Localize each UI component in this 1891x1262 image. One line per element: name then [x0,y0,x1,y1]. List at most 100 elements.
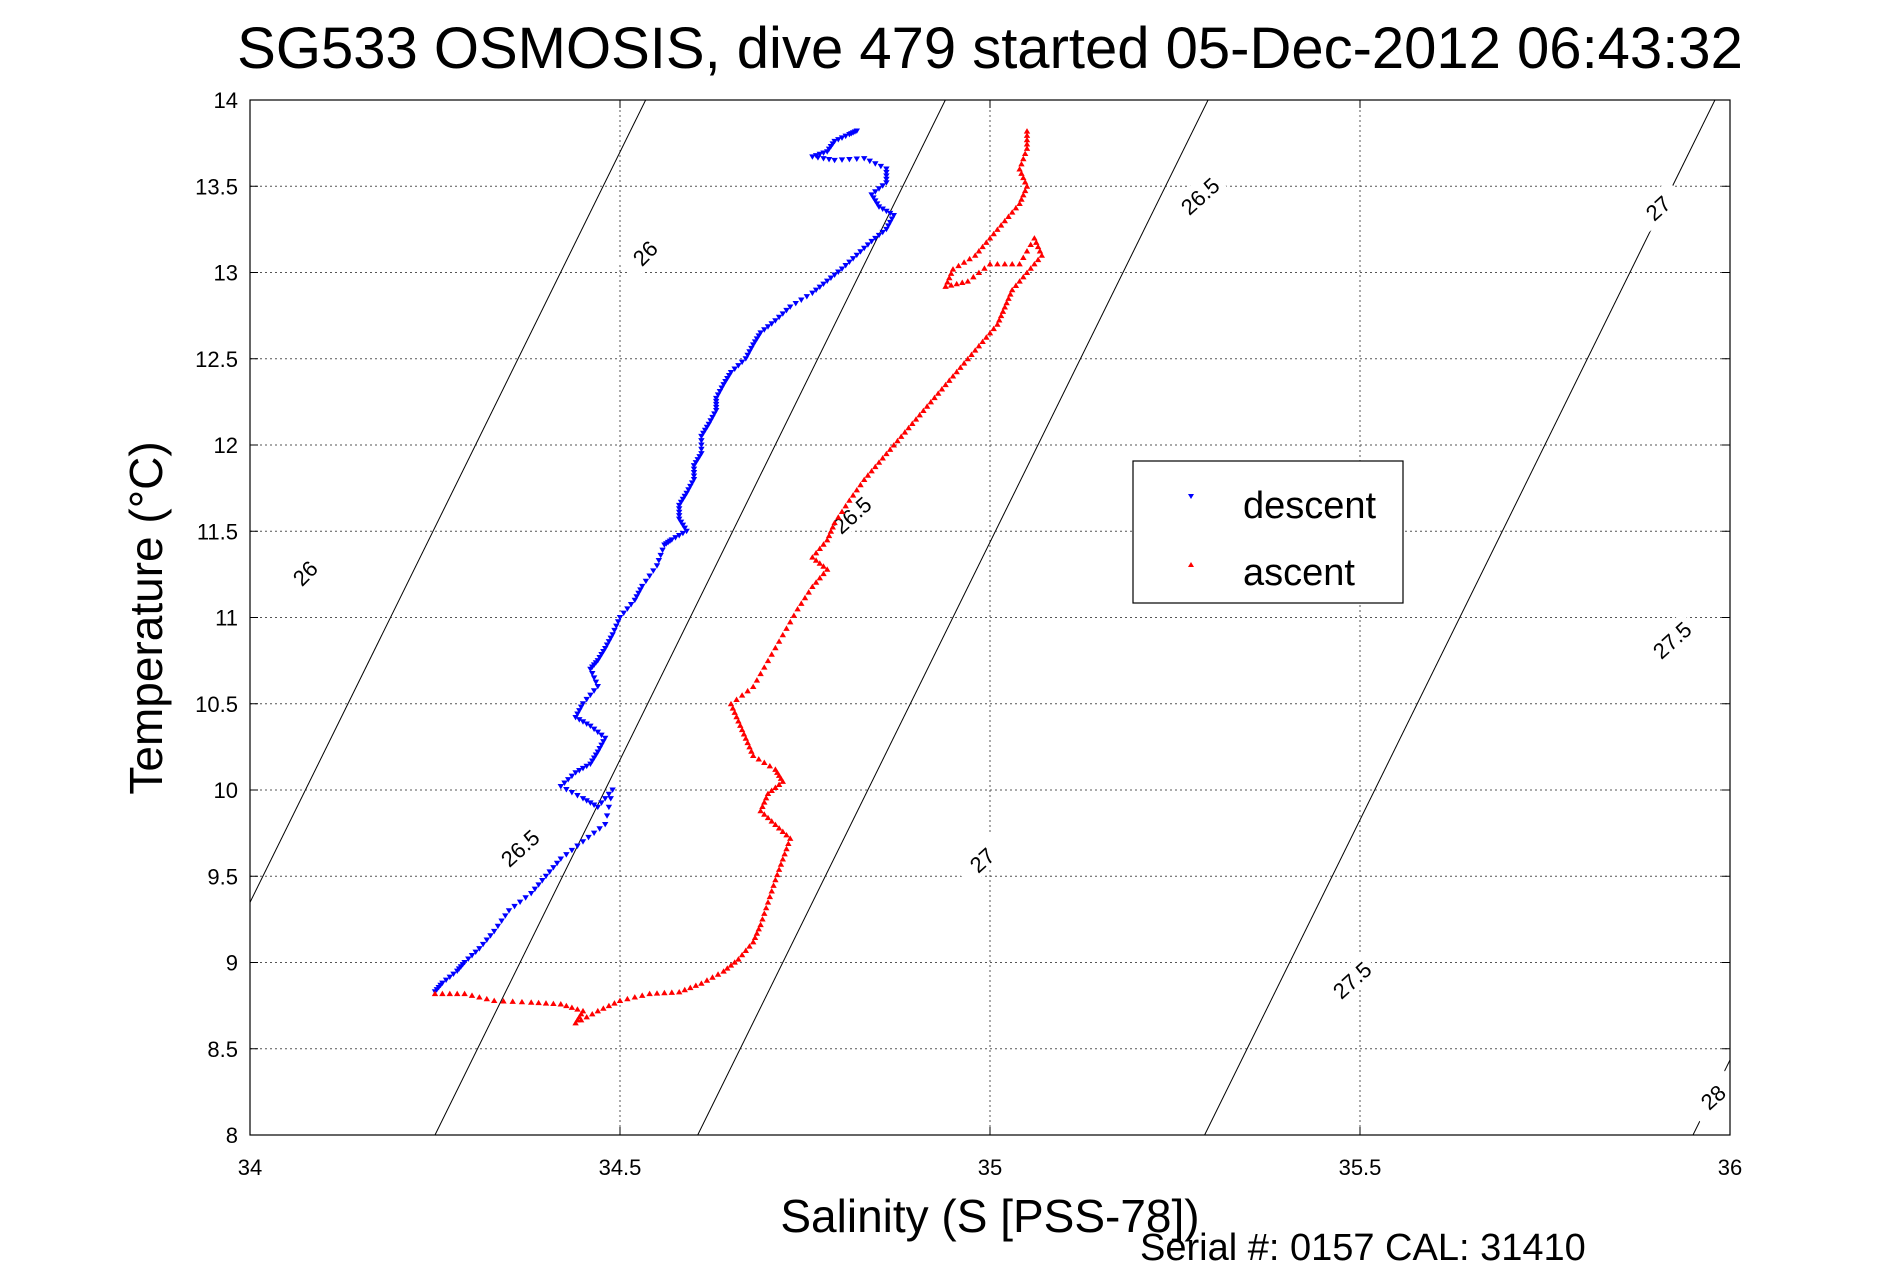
contour-label-bg [1684,1069,1741,1124]
descent-point [761,327,768,333]
ascent-point [935,390,942,396]
ascent-point [1016,200,1023,207]
descent-point [820,156,827,162]
descent-point [720,382,727,388]
legend-ascent-marker [1188,562,1194,567]
ascent-point [775,772,783,778]
ascent-point [816,545,823,552]
ascent-point [831,519,838,526]
descent-point [602,645,609,652]
ascent-point [738,726,746,733]
ascent-point [764,899,772,905]
legend-descent-label: descent [1243,485,1377,527]
descent-point [498,918,505,924]
ascent-point [1034,256,1042,263]
descent-point [831,157,838,164]
ascent-point [779,828,786,834]
ascent-point [820,563,827,569]
ascent-point [809,554,816,560]
descent-point [692,460,700,466]
descent-point [553,860,561,867]
ascent-point [1018,170,1025,176]
descent-point [725,373,733,379]
descent-point [809,290,816,297]
ascent-point [838,508,846,514]
ascent-point [777,861,785,867]
descent-point [698,442,705,448]
ascent-point [835,514,842,520]
ascent-point [703,977,711,983]
descent-point [731,366,738,372]
ascent-point [768,888,775,894]
descent-point [600,739,607,745]
x-tick-label: 34.5 [599,1155,642,1180]
descent-point [883,176,890,183]
y-tick-label: 8.5 [207,1037,238,1062]
descent-point [879,206,886,212]
ascent-point [772,821,779,828]
ascent-point [729,705,737,711]
descent-point [676,509,683,516]
ascent-point [764,657,772,664]
ascent-point [692,982,700,988]
descent-point [722,379,729,385]
descent-point [563,787,570,793]
ascent-point [894,437,901,444]
ascent-point [1009,286,1016,293]
ascent-point [824,536,831,543]
ascent-point [476,994,483,1000]
ascent-point [766,893,774,900]
ascent-point [986,260,994,267]
descent-point [583,763,590,770]
ascent-point [949,266,957,272]
ascent-point [1018,160,1025,167]
ascent-point [1031,260,1038,267]
ascent-point [755,756,762,762]
ascent-point [563,1002,570,1009]
ascent-point [979,243,986,250]
descent-point [872,235,879,242]
ascent-point [735,718,742,724]
descent-point [746,349,753,355]
descent-point [681,493,688,500]
descent-point [450,971,457,978]
descent-point [872,198,879,204]
ascent-point [594,1007,601,1014]
descent-point [611,627,618,634]
descent-point [607,796,614,802]
ascent-point [842,502,849,509]
ascent-point [757,921,764,928]
descent-point [574,843,581,849]
ascent-point [740,731,748,737]
ascent-point [983,239,990,245]
serial-cal-footer: Serial #: 0157 CAL: 31410 [1140,1227,1586,1262]
descent-point [568,773,576,780]
descent-point [835,137,842,143]
ascent-point [1018,196,1025,202]
ascent-point [1001,304,1008,310]
ascent-point [783,845,790,852]
descent-point [655,558,663,564]
descent-point [590,675,598,681]
contour-label-bg [616,224,672,280]
isopycnal-line [1204,100,1716,1135]
descent-point [694,457,701,463]
descent-point [735,363,742,369]
ascent-point [1027,241,1034,248]
descent-point [600,649,607,655]
descent-point [639,583,646,590]
ascent-point [583,1013,590,1020]
descent-point [579,796,587,802]
descent-point [883,173,890,179]
descent-point [870,195,877,201]
descent-point [872,161,879,167]
ascent-point [846,497,853,503]
descent-point [487,933,494,939]
ascent-point [820,541,827,547]
ascent-point [829,524,836,530]
descent-point [877,163,885,170]
ascent-point [942,381,949,388]
ascent-point [1023,136,1031,143]
descent-point [603,642,611,648]
